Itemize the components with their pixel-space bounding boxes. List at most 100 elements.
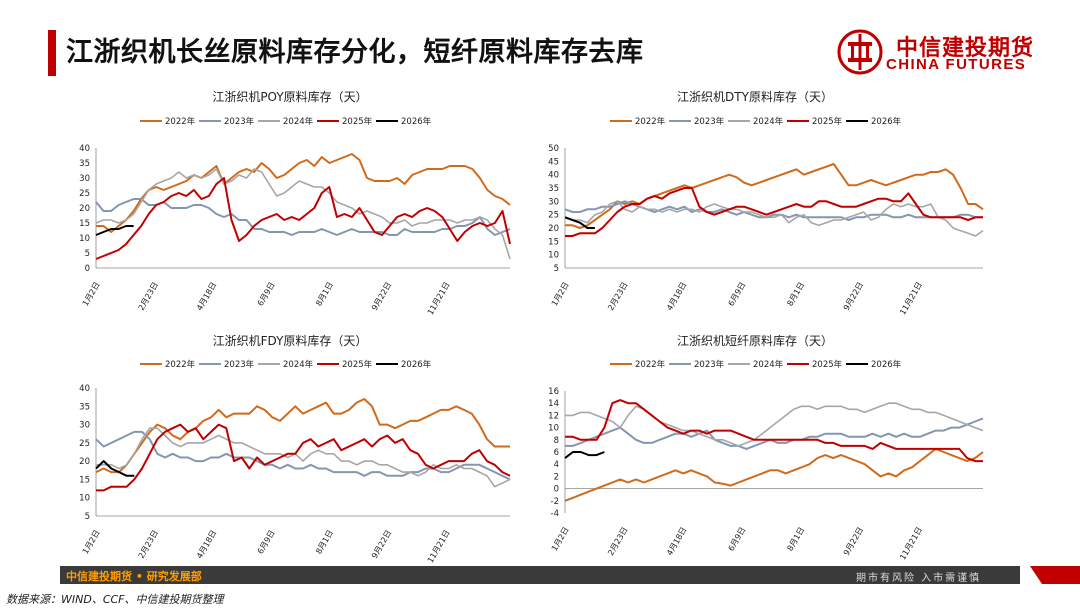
y-tick-label: 30: [79, 421, 90, 431]
legend-label: 2023年: [694, 116, 725, 127]
x-tick-label: 1月2日: [550, 526, 571, 553]
y-tick-label: 35: [548, 184, 559, 194]
y-tick-label: 35: [79, 402, 90, 412]
series-line-2025: [96, 423, 511, 492]
x-tick-label: 6月9日: [256, 281, 277, 308]
series-line-2022: [564, 447, 984, 502]
logo-text-en: CHINA FUTURES: [886, 56, 1027, 73]
legend-label: 2024年: [283, 359, 314, 370]
y-tick-label: 2: [554, 472, 559, 482]
y-tick-label: 40: [79, 144, 90, 154]
logo-emblem-icon: [837, 29, 883, 75]
legend-label: 2026年: [871, 116, 902, 127]
series-line-2025: [565, 187, 983, 237]
y-tick-label: 25: [79, 439, 90, 449]
series-line-2026: [564, 451, 605, 459]
x-tick-label: 11月21日: [426, 281, 452, 317]
series-line-2026: [95, 225, 134, 236]
x-tick-label: 4月18日: [195, 281, 218, 313]
series-line-2026: [95, 460, 135, 477]
y-tick-label: 10: [548, 424, 559, 434]
y-tick-label: 45: [548, 157, 559, 167]
series-line-2022: [96, 153, 511, 233]
legend-label: 2025年: [342, 116, 373, 127]
x-tick-label: 4月18日: [665, 281, 688, 313]
chart-2: 江浙织机DTY原料库存（天） 2022年 2023年 2024年 2025年 2026年 5…: [548, 89, 984, 317]
y-tick-label: 40: [548, 171, 559, 181]
x-tick-label: 8月1日: [314, 281, 335, 308]
series-line-2026: [564, 216, 595, 229]
series-line-2023: [565, 417, 984, 450]
y-tick-label: 10: [79, 234, 90, 244]
chart-1: 江浙织机POY原料库存（天） 2022年 2023年 2024年 2025年 2026年 0…: [79, 89, 511, 317]
y-tick-label: 6: [554, 448, 559, 458]
legend-label: 2024年: [753, 359, 784, 370]
legend-label: 2023年: [224, 359, 255, 370]
y-tick-label: 5: [85, 512, 90, 522]
page-title: 江浙织机长丝原料库存分化，短纤原料库存去库: [66, 37, 644, 68]
legend-label: 2026年: [871, 359, 902, 370]
x-tick-label: 4月18日: [195, 529, 218, 561]
series-line-2023: [95, 430, 511, 481]
y-tick-label: 20: [79, 457, 90, 467]
y-tick-label: 12: [548, 411, 559, 421]
series-line-2024: [95, 168, 511, 260]
x-tick-label: 9月22日: [370, 281, 393, 313]
x-tick-label: 8月1日: [785, 281, 806, 308]
legend-label: 2025年: [812, 359, 843, 370]
x-tick-label: 9月22日: [842, 526, 865, 558]
legend-label: 2026年: [401, 359, 432, 370]
y-tick-label: 40: [79, 384, 90, 394]
chart-title: 江浙织机DTY原料库存（天）: [677, 89, 833, 104]
y-tick-label: 15: [548, 237, 559, 247]
x-tick-label: 2月23日: [137, 281, 160, 313]
y-tick-label: 10: [79, 494, 90, 504]
x-tick-label: 2月23日: [137, 529, 160, 561]
x-tick-label: 1月2日: [81, 281, 102, 308]
x-tick-label: 1月2日: [81, 529, 102, 556]
y-tick-label: 25: [79, 189, 90, 199]
chart-4: 江浙织机短纤原料库存（天） 2022年 2023年 2024年 2025年 2026年 -4…: [548, 333, 984, 562]
footer-brand: 中信建投期货 • 研究发展部: [66, 570, 202, 583]
footer-red-tab: [1030, 566, 1080, 584]
y-tick-label: 25: [548, 211, 559, 221]
x-tick-label: 2月23日: [606, 526, 629, 558]
legend-label: 2025年: [812, 116, 843, 127]
legend-label: 2022年: [635, 359, 666, 370]
footer-bar: 中信建投期货 • 研究发展部 期市有风险 入市需谨慎: [0, 566, 1080, 586]
x-tick-label: 11月21日: [898, 281, 924, 317]
x-tick-label: 6月9日: [727, 281, 748, 308]
y-tick-label: -2: [551, 497, 559, 507]
y-tick-label: 35: [79, 159, 90, 169]
footer-left-block: [60, 566, 340, 584]
footer-mid-block: [340, 566, 1020, 584]
x-tick-label: 4月18日: [665, 526, 688, 558]
series-line-2025: [565, 399, 983, 463]
series-line-2022: [565, 163, 984, 229]
y-tick-label: 30: [548, 197, 559, 207]
charts-canvas: 江浙织机POY原料库存（天） 2022年 2023年 2024年 2025年 2026年 0…: [79, 89, 984, 564]
y-tick-label: 16: [548, 387, 559, 397]
legend-label: 2022年: [165, 359, 196, 370]
series-line-2024: [565, 402, 984, 447]
series-line-2024: [96, 427, 511, 488]
x-tick-label: 9月22日: [370, 529, 393, 561]
x-tick-label: 11月21日: [898, 526, 924, 562]
title-accent-bar: [48, 30, 56, 76]
legend-label: 2023年: [694, 359, 725, 370]
series-line-2022: [95, 398, 510, 474]
y-tick-label: 10: [548, 251, 559, 261]
x-tick-label: 9月22日: [842, 281, 865, 313]
y-tick-label: 5: [85, 249, 90, 259]
x-tick-label: 8月1日: [785, 526, 806, 553]
legend-label: 2022年: [165, 116, 196, 127]
y-tick-label: 50: [548, 144, 559, 154]
chart-title: 江浙织机短纤原料库存（天）: [677, 333, 833, 348]
chart-3: 江浙织机FDY原料库存（天） 2022年 2023年 2024年 2025年 2026年 5…: [79, 333, 511, 564]
y-tick-label: 4: [554, 460, 559, 470]
legend-label: 2026年: [401, 116, 432, 127]
y-tick-label: 14: [548, 399, 559, 409]
y-tick-label: 0: [554, 485, 559, 495]
x-tick-label: 6月9日: [727, 526, 748, 553]
legend-label: 2023年: [224, 116, 255, 127]
